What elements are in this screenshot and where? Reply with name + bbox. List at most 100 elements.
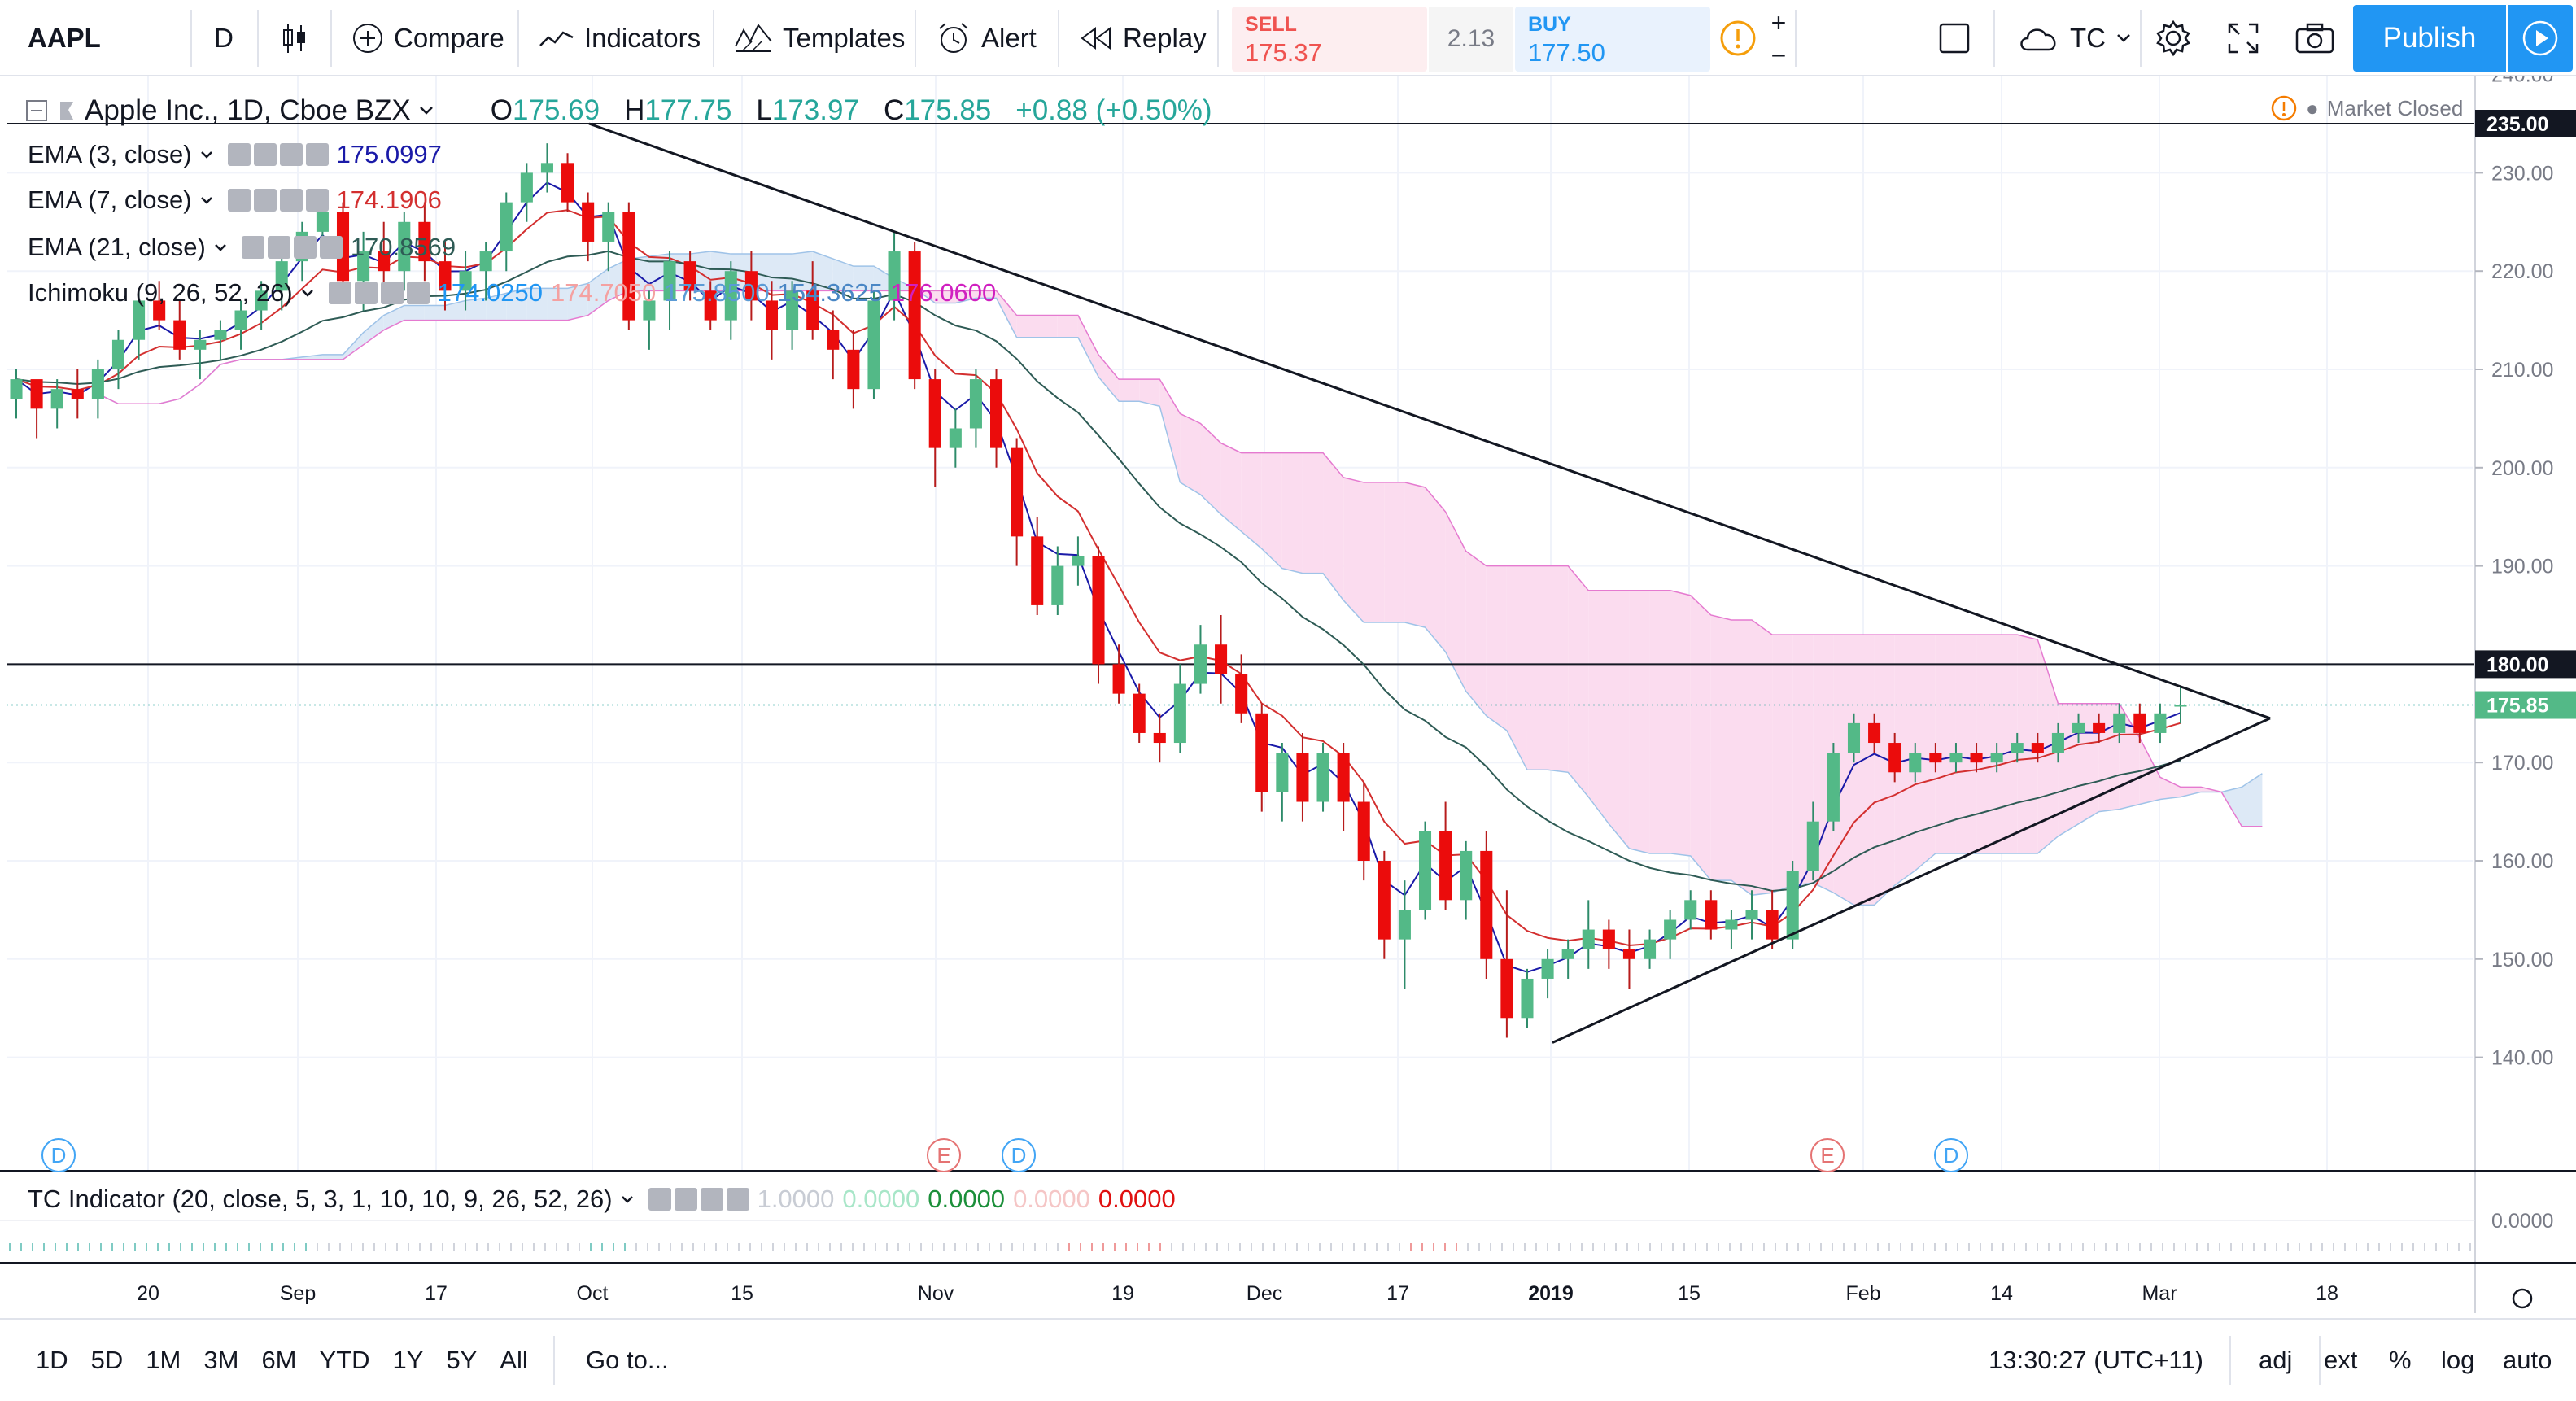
indicators-button[interactable]: Indicators [521, 0, 718, 76]
candle-up [2174, 705, 2187, 707]
candle-up [10, 379, 23, 399]
range-5y[interactable]: 5Y [446, 1346, 478, 1374]
percent-toggle[interactable]: % [2389, 1320, 2412, 1401]
level-180-tag-bg [2475, 650, 2576, 679]
main-chart[interactable]: 240.00230.00220.00210.00200.00190.00170.… [0, 76, 2576, 1318]
cloud-segment [1445, 512, 1466, 692]
compare-button[interactable]: Compare [334, 0, 522, 76]
fullscreen-button[interactable] [2215, 0, 2272, 76]
candle-up [663, 261, 676, 301]
layout-button[interactable]: TC [1998, 0, 2150, 76]
time-axis: 20 Sep 17 Oct 15 Nov 19 Dec 17 2019 15 Feb 14 Mar 18 [137, 1282, 2533, 1309]
plus-circle-icon [353, 24, 382, 53]
time-label: 15 [1678, 1282, 1701, 1305]
goto-button[interactable]: Go to... [586, 1320, 669, 1401]
chart-type-button[interactable] [260, 0, 329, 76]
adj-toggle[interactable]: adj [2259, 1320, 2292, 1401]
ema3-legend[interactable]: EMA (3, close) 175.0997 [28, 140, 442, 169]
symbol-title[interactable]: Apple Inc., 1D, Cboe BZX [85, 94, 411, 126]
range-1m[interactable]: 1M [146, 1346, 181, 1374]
cloud-segment [383, 305, 404, 330]
candle-down [806, 290, 819, 330]
chevron-down-icon[interactable] [301, 289, 314, 297]
candle-down [173, 320, 186, 350]
cloud-segment [1425, 487, 1446, 652]
ema3-controls[interactable] [227, 143, 329, 166]
range-ytd[interactable]: YTD [319, 1346, 370, 1374]
replay-label: Replay [1123, 23, 1207, 53]
candle-down [336, 212, 350, 282]
collapse-icon[interactable] [24, 98, 49, 123]
candle-down [30, 379, 43, 409]
cloud-segment [853, 266, 874, 291]
price-tick-label: 160.00 [2491, 850, 2553, 873]
cloud-span-a [98, 251, 2263, 906]
candle-up [1398, 910, 1411, 940]
auto-toggle[interactable]: auto [2503, 1320, 2552, 1401]
ext-toggle[interactable]: ext [2324, 1320, 2357, 1401]
ema7-value: 174.1906 [336, 185, 442, 214]
trade-info-button[interactable] [1712, 0, 1764, 76]
candle-down [439, 261, 452, 291]
candle-up [275, 261, 288, 291]
clock-timezone[interactable]: 13:30:27 (UTC+11) [1989, 1320, 2203, 1401]
candle-down [1480, 850, 1493, 959]
chevron-down-icon[interactable] [621, 1195, 634, 1203]
snapshot-button[interactable] [2285, 0, 2345, 76]
tc-controls[interactable] [648, 1188, 749, 1211]
ema7-controls[interactable] [227, 189, 329, 212]
chevron-down-icon[interactable] [200, 196, 213, 204]
cloud-segment [404, 305, 425, 321]
cloud-segment [1526, 565, 1548, 770]
chevron-down-icon[interactable] [200, 151, 213, 159]
candle-down [744, 271, 758, 301]
alert-button[interactable]: Alert [918, 0, 1054, 76]
indicators-icon [539, 31, 574, 46]
buy-button[interactable]: BUY 177.50 [1515, 7, 1710, 72]
candle-down [1929, 753, 1942, 763]
cloud-segment [1057, 315, 1078, 338]
ema7-legend[interactable]: EMA (7, close) 174.1906 [28, 185, 442, 215]
candle-down [1602, 929, 1615, 949]
range-1y[interactable]: 1Y [392, 1346, 424, 1374]
cloud-segment [976, 290, 997, 299]
candle-down [1439, 831, 1452, 901]
range-6m[interactable]: 6M [261, 1346, 297, 1374]
interval-button[interactable]: D [195, 0, 252, 76]
ichimoku-v4: 154.3625 [777, 278, 883, 307]
spread-value: 2.13 [1429, 7, 1513, 72]
zoom-out-button[interactable]: − [1770, 40, 1787, 70]
chevron-down-icon[interactable] [214, 243, 227, 251]
replay-button[interactable]: Replay [1061, 0, 1225, 76]
zoom-in-button[interactable]: + [1770, 7, 1787, 37]
candle-up [234, 310, 247, 330]
symbol-search[interactable]: AAPL [10, 0, 189, 76]
fullscreen-select-button[interactable] [1920, 0, 1989, 76]
chart-area[interactable]: 240.00230.00220.00210.00200.00190.00170.… [0, 76, 2576, 1313]
ichimoku-controls[interactable] [328, 282, 430, 304]
range-3m[interactable]: 3M [203, 1346, 239, 1374]
chevron-down-icon[interactable] [419, 106, 434, 116]
clock-label: 13:30:27 (UTC+11) [1989, 1346, 2203, 1374]
ohlc-high: H177.75 [624, 94, 732, 126]
ichimoku-legend[interactable]: Ichimoku (9, 26, 52, 26) 174.0250 174.70… [28, 278, 996, 308]
settings-button[interactable] [2145, 0, 2202, 76]
tc-indicator-legend[interactable]: TC Indicator (20, close, 5, 3, 1, 10, 10… [28, 1185, 1176, 1214]
publish-button[interactable]: Publish [2353, 5, 2506, 72]
ichimoku-v5: 176.0600 [890, 278, 997, 307]
candle-down [765, 300, 779, 330]
sell-button[interactable]: SELL 175.37 [1232, 7, 1427, 72]
ema21-controls[interactable] [241, 236, 343, 259]
candle-down [71, 389, 84, 399]
ema21-legend[interactable]: EMA (21, close) 170.8569 [28, 233, 456, 262]
publish-video-button[interactable] [2508, 5, 2573, 72]
candle-up [111, 339, 124, 369]
range-1d[interactable]: 1D [36, 1346, 68, 1374]
range-all[interactable]: All [500, 1346, 528, 1374]
templates-button[interactable]: Templates [716, 0, 923, 76]
log-toggle[interactable]: log [2441, 1320, 2474, 1401]
event-marker-label: D [1944, 1143, 1959, 1168]
level-235-tag-bg [2475, 110, 2576, 137]
range-5d[interactable]: 5D [90, 1346, 124, 1374]
gear-icon[interactable] [2512, 1288, 2533, 1309]
